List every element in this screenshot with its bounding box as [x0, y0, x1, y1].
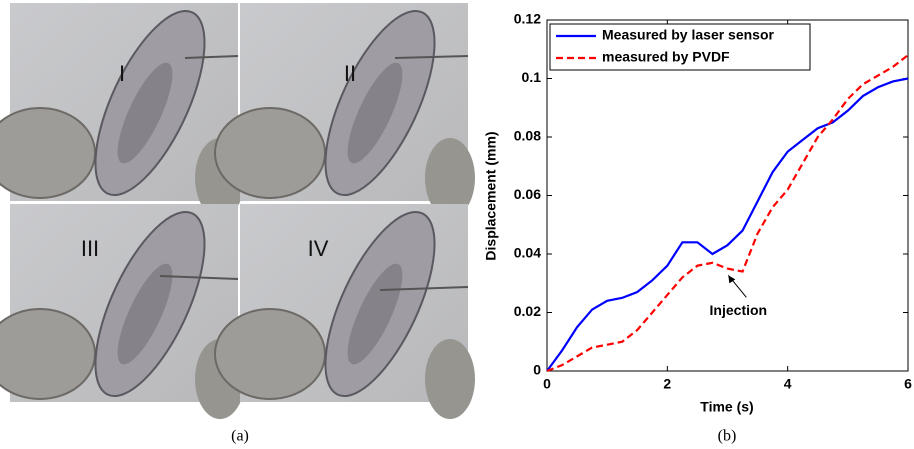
y-tick-label: 0.12 [514, 11, 541, 27]
image-label: IV [308, 236, 329, 261]
caption: (a) [231, 428, 249, 445]
image [0, 0, 246, 220]
needle [394, 55, 469, 59]
x-tick-label: 0 [543, 376, 551, 392]
line [546, 77, 909, 372]
caption: (b) [718, 428, 737, 445]
chart: 0 0.02 0.04 0.06 0.08 0.1 0.12 0 2 4 6 Measured by … [514, 11, 912, 392]
legend-box [549, 23, 811, 71]
annotation-arrowhead [728, 275, 736, 284]
annotation: Injection [710, 302, 768, 318]
image-label: III [81, 236, 99, 261]
x-tick-label: 6 [904, 376, 912, 392]
plot-frame [546, 19, 909, 372]
needle [184, 55, 239, 59]
legend-label: Measured by laser sensor [602, 27, 775, 43]
needle [159, 275, 239, 280]
y-tick-label: 0.08 [514, 128, 541, 144]
y-tick-label: 0.04 [514, 245, 541, 261]
image-label: I [119, 61, 125, 86]
image [0, 196, 246, 420]
y-tick-label: 0.02 [514, 303, 541, 319]
y-tick-label: 0 [533, 362, 541, 378]
line [546, 54, 909, 373]
x-axis-label: Time (s) [700, 399, 753, 415]
y-tick-label: 0.06 [514, 186, 541, 202]
x-tick-label: 2 [663, 376, 671, 392]
y-axis-label: Displacement (mm) [483, 131, 499, 260]
image-label: II [344, 61, 356, 86]
image [214, 196, 476, 420]
y-tick-label: 0.1 [522, 69, 542, 85]
image-panels: I II III IV [0, 0, 476, 420]
needle [379, 286, 469, 291]
image [214, 0, 476, 220]
x-tick-label: 4 [784, 376, 792, 392]
legend-label: measured by PVDF [602, 49, 730, 65]
